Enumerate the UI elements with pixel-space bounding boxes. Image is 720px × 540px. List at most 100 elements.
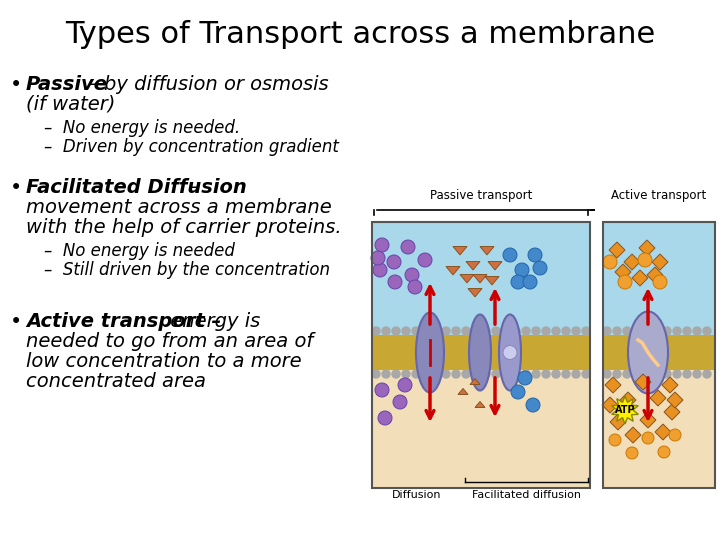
Circle shape	[462, 370, 470, 378]
Bar	[603, 335, 715, 370]
Polygon shape	[624, 254, 640, 270]
Text: needed to go from an area of: needed to go from an area of	[26, 332, 313, 351]
Text: concentrated area: concentrated area	[26, 372, 206, 391]
Circle shape	[669, 429, 681, 441]
Circle shape	[609, 434, 621, 446]
Text: Diffusion: Diffusion	[392, 490, 442, 500]
Bar	[603, 370, 715, 488]
Bar	[372, 370, 590, 488]
Circle shape	[572, 327, 580, 335]
Bar	[372, 335, 590, 370]
Text: Passive: Passive	[26, 75, 108, 94]
Circle shape	[492, 370, 500, 378]
Circle shape	[402, 370, 410, 378]
Circle shape	[703, 370, 711, 378]
Text: Facilitated diffusion: Facilitated diffusion	[472, 490, 582, 500]
Circle shape	[412, 327, 420, 335]
Circle shape	[623, 370, 631, 378]
Polygon shape	[652, 254, 668, 270]
Circle shape	[642, 432, 654, 444]
Polygon shape	[610, 414, 626, 430]
Circle shape	[523, 275, 537, 289]
Circle shape	[658, 446, 670, 458]
Polygon shape	[625, 427, 641, 443]
Polygon shape	[647, 267, 663, 283]
Circle shape	[462, 327, 470, 335]
Circle shape	[442, 327, 450, 335]
Circle shape	[512, 327, 520, 335]
Text: –  No energy is needed.: – No energy is needed.	[44, 119, 240, 137]
Polygon shape	[615, 264, 631, 280]
Circle shape	[375, 383, 389, 397]
Circle shape	[633, 327, 641, 335]
Circle shape	[382, 370, 390, 378]
Polygon shape	[632, 270, 648, 286]
Circle shape	[392, 370, 400, 378]
Polygon shape	[475, 402, 485, 408]
Circle shape	[542, 370, 550, 378]
Polygon shape	[458, 388, 468, 395]
Ellipse shape	[469, 314, 491, 390]
Text: Active transport –: Active transport –	[26, 312, 221, 331]
Polygon shape	[650, 390, 666, 406]
Polygon shape	[488, 261, 502, 270]
Polygon shape	[667, 392, 683, 408]
Bar	[603, 222, 715, 488]
Circle shape	[373, 263, 387, 277]
Bar	[372, 222, 590, 335]
Circle shape	[663, 370, 671, 378]
Polygon shape	[664, 404, 680, 420]
Circle shape	[405, 268, 419, 282]
Circle shape	[633, 370, 641, 378]
Text: low concentration to a more: low concentration to a more	[26, 352, 302, 371]
Circle shape	[518, 371, 532, 385]
Circle shape	[603, 255, 617, 269]
Text: (if water): (if water)	[26, 95, 115, 114]
Text: •: •	[10, 75, 22, 95]
Circle shape	[511, 275, 525, 289]
Circle shape	[703, 327, 711, 335]
Circle shape	[378, 411, 392, 425]
Circle shape	[552, 327, 560, 335]
Circle shape	[693, 370, 701, 378]
Circle shape	[422, 327, 430, 335]
Text: Types of Transport across a membrane: Types of Transport across a membrane	[65, 20, 655, 49]
Circle shape	[398, 378, 412, 392]
Polygon shape	[655, 424, 671, 440]
Circle shape	[542, 327, 550, 335]
Circle shape	[626, 447, 638, 459]
Polygon shape	[602, 397, 618, 413]
Circle shape	[618, 275, 632, 289]
Circle shape	[512, 370, 520, 378]
Text: – by diffusion or osmosis: – by diffusion or osmosis	[88, 75, 328, 94]
Circle shape	[562, 370, 570, 378]
Circle shape	[522, 370, 530, 378]
Text: •: •	[10, 312, 22, 332]
Circle shape	[693, 327, 701, 335]
Circle shape	[582, 370, 590, 378]
Ellipse shape	[499, 314, 521, 390]
Circle shape	[643, 370, 651, 378]
Circle shape	[623, 327, 631, 335]
Circle shape	[482, 370, 490, 378]
Circle shape	[603, 327, 611, 335]
Polygon shape	[480, 246, 494, 255]
Circle shape	[452, 327, 460, 335]
Circle shape	[522, 327, 530, 335]
Circle shape	[515, 263, 529, 277]
Circle shape	[526, 398, 540, 412]
Text: •: •	[10, 178, 22, 198]
Text: –  Driven by concentration gradient: – Driven by concentration gradient	[44, 138, 339, 156]
Circle shape	[472, 327, 480, 335]
Circle shape	[503, 346, 517, 360]
Circle shape	[412, 370, 420, 378]
Circle shape	[653, 275, 667, 289]
Circle shape	[572, 370, 580, 378]
Text: Facilitated Diffusion: Facilitated Diffusion	[26, 178, 247, 197]
Circle shape	[533, 261, 547, 275]
Circle shape	[393, 395, 407, 409]
Text: –: –	[184, 178, 200, 197]
Circle shape	[402, 327, 410, 335]
Polygon shape	[460, 274, 474, 283]
Circle shape	[392, 327, 400, 335]
